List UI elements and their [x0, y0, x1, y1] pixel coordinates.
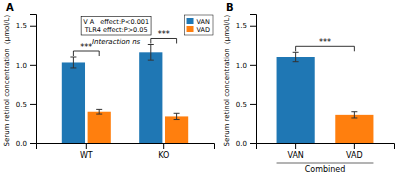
annotation-box	[81, 17, 151, 36]
y-tick: 1.5	[236, 22, 256, 30]
x-tick-label: WT	[80, 151, 93, 160]
error-bar	[70, 57, 76, 68]
x-tick-label: VAN	[287, 151, 303, 160]
legend: VANVAD	[185, 15, 213, 35]
legend-label: VAD	[197, 26, 210, 34]
y-axis-title: Serum retinol concentration（μmol/L）	[223, 11, 231, 147]
panel: 0.0 0.5 1.0 1.5 WT KO Serum retinol concentrat…	[3, 2, 215, 160]
y-tick-label: 1.0	[16, 62, 27, 70]
y-tick: 0.0	[16, 140, 36, 148]
x-axis: WT KO	[37, 143, 215, 160]
y-tick: 0.5	[16, 101, 36, 109]
bar	[277, 57, 315, 143]
x-tick-mark	[295, 143, 296, 149]
x-tick: WT	[80, 143, 93, 160]
y-tick-label: 0.5	[236, 101, 247, 109]
bar	[139, 52, 162, 143]
annotation: Interaction ns	[92, 38, 141, 46]
y-axis-title: Serum retinol concentration（μmol/L）	[3, 11, 11, 147]
significance-label: ***	[158, 30, 170, 39]
y-tick-mark	[250, 65, 256, 66]
y-tick: 0.0	[236, 140, 256, 148]
y-tick-mark	[30, 104, 36, 105]
error-bar	[96, 109, 102, 114]
x-tick-mark	[354, 143, 355, 149]
error-bar	[351, 112, 357, 118]
y-tick-label: 1.0	[236, 62, 247, 70]
error-bar	[148, 44, 154, 60]
y-tick-label: 1.5	[236, 22, 247, 30]
marks	[62, 44, 188, 143]
y-tick: 1.0	[16, 62, 36, 70]
x-tick: VAD	[346, 143, 363, 160]
y-tick-label: 1.5	[16, 22, 27, 30]
y-axis-line	[250, 15, 257, 144]
bar	[88, 112, 111, 143]
y-tick-mark	[30, 143, 36, 144]
title: A	[6, 2, 14, 13]
x-axis-line	[37, 144, 215, 150]
y-tick-label: 0.0	[16, 140, 27, 148]
y-tick-mark	[30, 26, 36, 27]
y-axis-line	[30, 15, 37, 144]
y-tick: 1.5	[16, 22, 36, 30]
bar	[335, 115, 373, 143]
legend-swatch	[187, 18, 194, 24]
title: B	[226, 2, 234, 13]
x-tick-mark	[86, 143, 87, 149]
chart: 0.0 0.5 1.0 1.5 WT KO Serum retinol concentrat…	[0, 0, 400, 175]
y-tick-mark	[250, 143, 256, 144]
x-axis-title: Combined	[305, 165, 346, 174]
y-tick: 0.5	[236, 101, 256, 109]
significance-label: ***	[319, 38, 331, 47]
bar	[165, 116, 188, 143]
legend-swatch	[187, 26, 194, 32]
x-tick: VAN	[287, 143, 303, 160]
error-bar	[174, 113, 180, 119]
x-tick-label: KO	[158, 151, 169, 160]
y-axis: 0.0 0.5 1.0 1.5	[16, 15, 37, 148]
significance-label: ***	[80, 43, 92, 52]
legend-frame	[185, 15, 213, 35]
x-label-bracket	[277, 163, 374, 164]
marks	[277, 52, 374, 143]
y-axis: 0.0 0.5 1.0 1.5	[236, 15, 257, 148]
y-tick-label: 0.0	[236, 140, 247, 148]
x-tick-label: VAD	[346, 151, 363, 160]
y-tick-mark	[30, 65, 36, 66]
bar	[62, 62, 85, 143]
annotation-box-text: V A effect:P<0.001TLR4 effect:P>0.05	[83, 18, 149, 34]
y-tick-mark	[250, 26, 256, 27]
x-axis: VAN VAD	[257, 143, 395, 160]
y-tick: 1.0	[236, 62, 256, 70]
legend-label: VAN	[197, 18, 210, 26]
x-axis-line	[257, 144, 395, 150]
x-tick-mark	[163, 143, 164, 149]
panel: 0.0 0.5 1.0 1.5 VAN VAD Serum retinol concentr…	[223, 2, 395, 174]
x-tick: KO	[158, 143, 169, 160]
error-bar	[293, 52, 299, 61]
y-tick-label: 0.5	[16, 101, 27, 109]
y-tick-mark	[250, 104, 256, 105]
